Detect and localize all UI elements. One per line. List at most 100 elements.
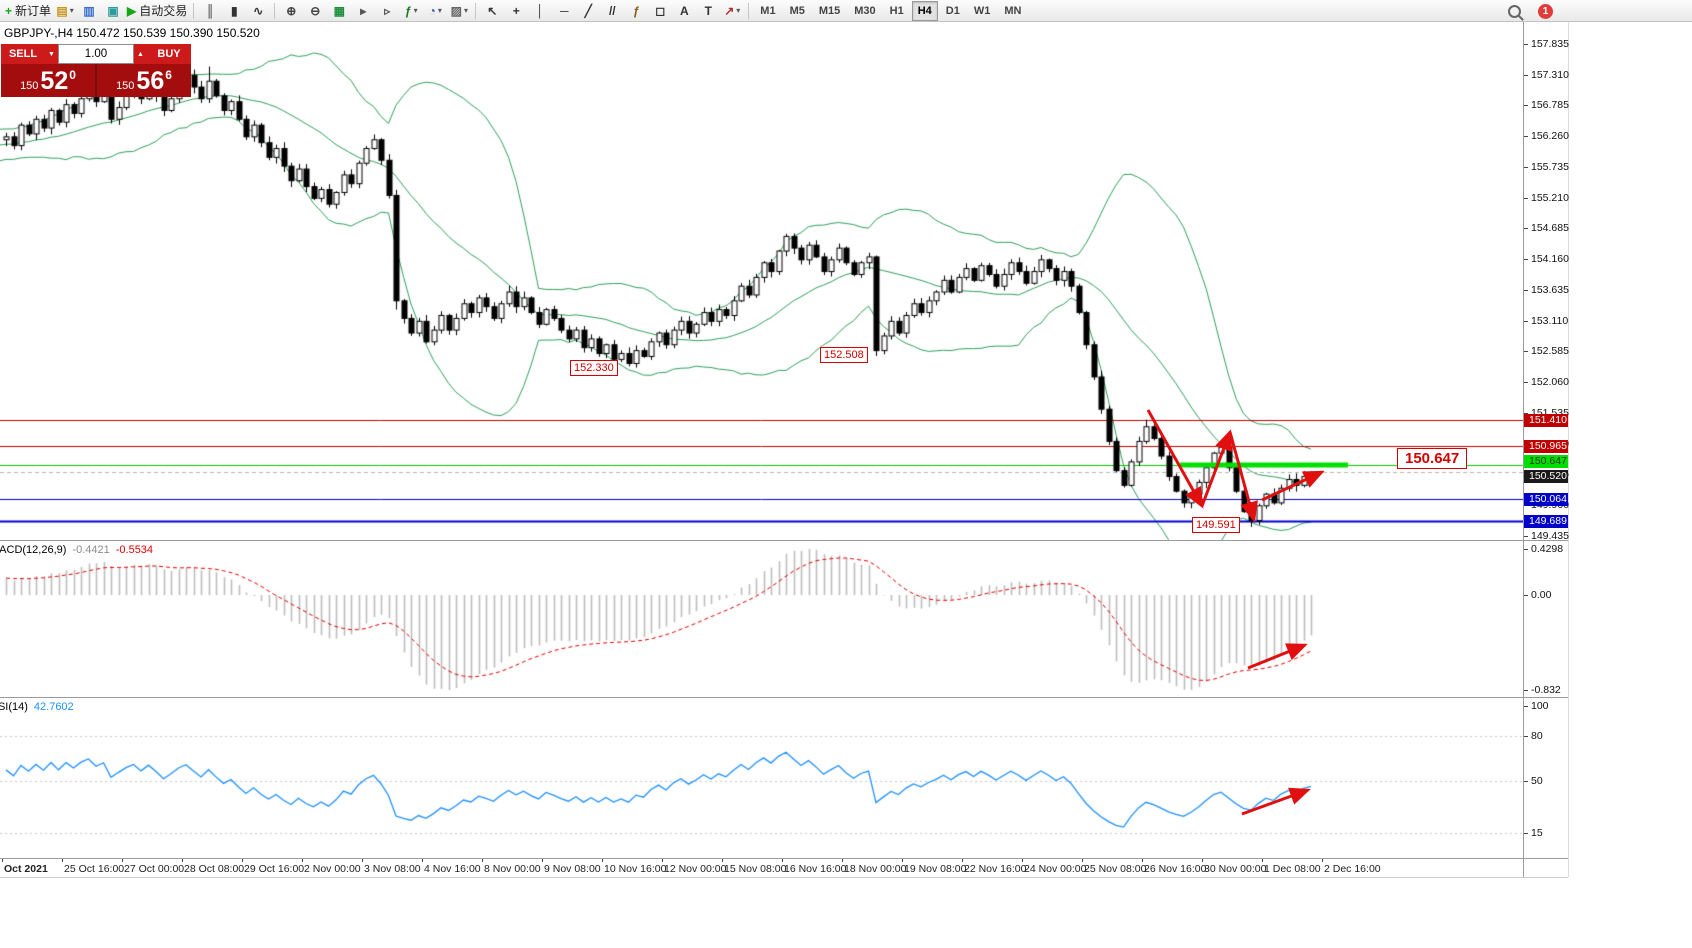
toolbar-separator	[475, 2, 477, 19]
cursor-button[interactable]: ↖	[481, 1, 503, 21]
chart-line-button[interactable]: ∿	[247, 1, 269, 21]
indicators-button[interactable]: ƒ ▾	[400, 1, 422, 21]
price-axis-tickmark	[1524, 412, 1528, 414]
timeframe-w1-button[interactable]: W1	[973, 4, 991, 17]
main-chart-canvas[interactable]	[0, 22, 1523, 540]
main-macd-panel-separator[interactable]	[0, 540, 1568, 541]
buy-price-button[interactable]: 150 56 6	[97, 64, 191, 97]
channel-button[interactable]: //	[601, 1, 623, 21]
timeframe-h4-button[interactable]: H4	[911, 0, 938, 21]
price-callout: 152.330	[570, 360, 618, 376]
crosshair-button[interactable]: +	[505, 1, 527, 21]
date-axis-label[interactable]: 1 Dec 08:00	[1264, 863, 1321, 875]
tile-windows-button[interactable]: ▦	[328, 1, 350, 21]
date-axis-label[interactable]: 29 Oct 16:00	[244, 863, 305, 875]
date-axis-label[interactable]: 27 Oct 00:00	[124, 863, 185, 875]
date-axis-label[interactable]: 16 Nov 16:00	[784, 863, 847, 875]
periods-icon: ◔	[428, 3, 436, 18]
autotrading-button[interactable]: ▶ 自动交易	[126, 1, 188, 21]
vertical-line-button[interactable]: │	[529, 1, 551, 21]
search-icon-handle	[1517, 14, 1524, 21]
text-button[interactable]: A	[673, 1, 695, 21]
rsi-axis-tick: 15	[1531, 826, 1543, 839]
zoom-in-button[interactable]: ⊕	[280, 1, 302, 21]
date-axis-label[interactable]: 19 Nov 08:00	[904, 863, 967, 875]
macd-panel-canvas[interactable]	[0, 541, 1523, 697]
macd-axis-tick: 0.00	[1531, 589, 1552, 601]
date-axis-label[interactable]: 9 Nov 08:00	[544, 863, 601, 875]
indicators-icon: ƒ	[404, 3, 412, 18]
price-axis-tick: 155.210	[1531, 191, 1569, 204]
chart-shift-button[interactable]: ▹	[376, 1, 398, 21]
date-axis-label[interactable]: 26 Nov 16:00	[1144, 863, 1207, 875]
macd-rsi-panel-separator[interactable]	[0, 697, 1568, 698]
horizontal-line-button[interactable]: ─	[553, 1, 575, 21]
timeframe-d1-button[interactable]: D1	[945, 4, 960, 17]
date-axis-label[interactable]: 25 Nov 08:00	[1084, 863, 1147, 875]
price-axis-tickmark	[1524, 166, 1528, 168]
date-axis-label[interactable]: 3 Nov 08:00	[364, 863, 421, 875]
notifications-badge[interactable]: 1	[1538, 3, 1553, 19]
chevron-down-icon: ▾	[413, 6, 418, 15]
volume-increase-button[interactable]: ▲	[134, 44, 147, 64]
date-axis-label[interactable]: 15 Nov 08:00	[724, 863, 787, 875]
fibonacci-button[interactable]: ƒ	[625, 1, 647, 21]
templates-button[interactable]: ▨ ▾	[448, 1, 470, 21]
search-button[interactable]	[1503, 1, 1525, 21]
text-label-button[interactable]: T	[697, 1, 719, 21]
sell-price-button[interactable]: 150 52 0	[1, 64, 95, 97]
zoom-out-icon: ⊖	[310, 3, 321, 18]
date-axis-label[interactable]: 18 Nov 00:00	[844, 863, 907, 875]
chart-candles-button[interactable]: ▮	[223, 1, 245, 21]
price-axis-tickmark	[1524, 320, 1528, 322]
data-window-button[interactable]: ▣	[102, 1, 124, 21]
buy-button[interactable]: BUY	[147, 44, 191, 64]
date-axis-label[interactable]: 10 Nov 16:00	[604, 863, 667, 875]
trendline-button[interactable]: ╱	[577, 1, 599, 21]
shapes-button[interactable]: ◻	[649, 1, 671, 21]
rsi-panel-canvas[interactable]	[0, 698, 1523, 858]
zoom-out-button[interactable]: ⊖	[304, 1, 326, 21]
price-axis-tickmark	[1524, 105, 1528, 107]
timeframe-h1-button[interactable]: H1	[889, 4, 904, 17]
timeframe-m15-button[interactable]: M15	[818, 4, 841, 17]
date-axis-label[interactable]: 25 Oct 16:00	[64, 863, 125, 875]
volume-input[interactable]	[58, 44, 134, 64]
macd-axis-tickmark	[1524, 549, 1528, 550]
date-axis-label[interactable]: 2 Nov 00:00	[304, 863, 361, 875]
rsi-axis-tick: 100	[1531, 700, 1549, 712]
timeframe-m5-button[interactable]: M5	[789, 4, 805, 17]
new-chart-button[interactable]: ▤ ▾	[54, 1, 76, 21]
date-axis-label[interactable]: 4 Nov 16:00	[424, 863, 481, 875]
rsi-axis-tickmark	[1524, 706, 1528, 707]
sell-button[interactable]: SELL	[1, 44, 45, 64]
date-axis-label[interactable]: Oct 2021	[4, 863, 48, 875]
date-axis-label[interactable]: 24 Nov 00:00	[1024, 863, 1087, 875]
date-axis-tickmark	[1022, 859, 1023, 862]
date-axis-label[interactable]: 30 Nov 00:00	[1204, 863, 1267, 875]
toolbar-separator	[274, 2, 276, 19]
timeframe-mn-button[interactable]: MN	[1004, 4, 1022, 17]
date-axis-tickmark	[662, 859, 663, 862]
toolbar-right-group: 1	[1502, 1, 1553, 21]
date-axis-label[interactable]: 8 Nov 00:00	[484, 863, 541, 875]
macd-indicator-name: MACD(12,26,9)	[0, 544, 67, 556]
new-order-button[interactable]: + 新订单	[4, 1, 52, 21]
date-axis-label[interactable]: 22 Nov 16:00	[964, 863, 1027, 875]
date-axis-label[interactable]: 28 Oct 08:00	[184, 863, 245, 875]
auto-scroll-icon: ▸	[360, 3, 367, 18]
chart-bars-button[interactable]: ║	[199, 1, 221, 21]
date-axis-label[interactable]: 2 Dec 16:00	[1324, 863, 1381, 875]
date-axis-tickmark	[782, 859, 783, 862]
ask-big-digits: 56	[136, 67, 165, 95]
timeframe-m1-button[interactable]: M1	[760, 4, 776, 17]
auto-scroll-button[interactable]: ▸	[352, 1, 374, 21]
date-axis-label[interactable]: 12 Nov 00:00	[664, 863, 727, 875]
price-level-label: 149.689	[1524, 514, 1568, 528]
periods-button[interactable]: ◔ ▾	[424, 1, 446, 21]
macd-signal-value: -0.5534	[115, 544, 154, 556]
market-watch-button[interactable]: ▥	[78, 1, 100, 21]
volume-decrease-button[interactable]: ▼	[45, 44, 58, 64]
arrows-button[interactable]: ↗ ▾	[721, 1, 743, 21]
timeframe-m30-button[interactable]: M30	[854, 4, 876, 17]
